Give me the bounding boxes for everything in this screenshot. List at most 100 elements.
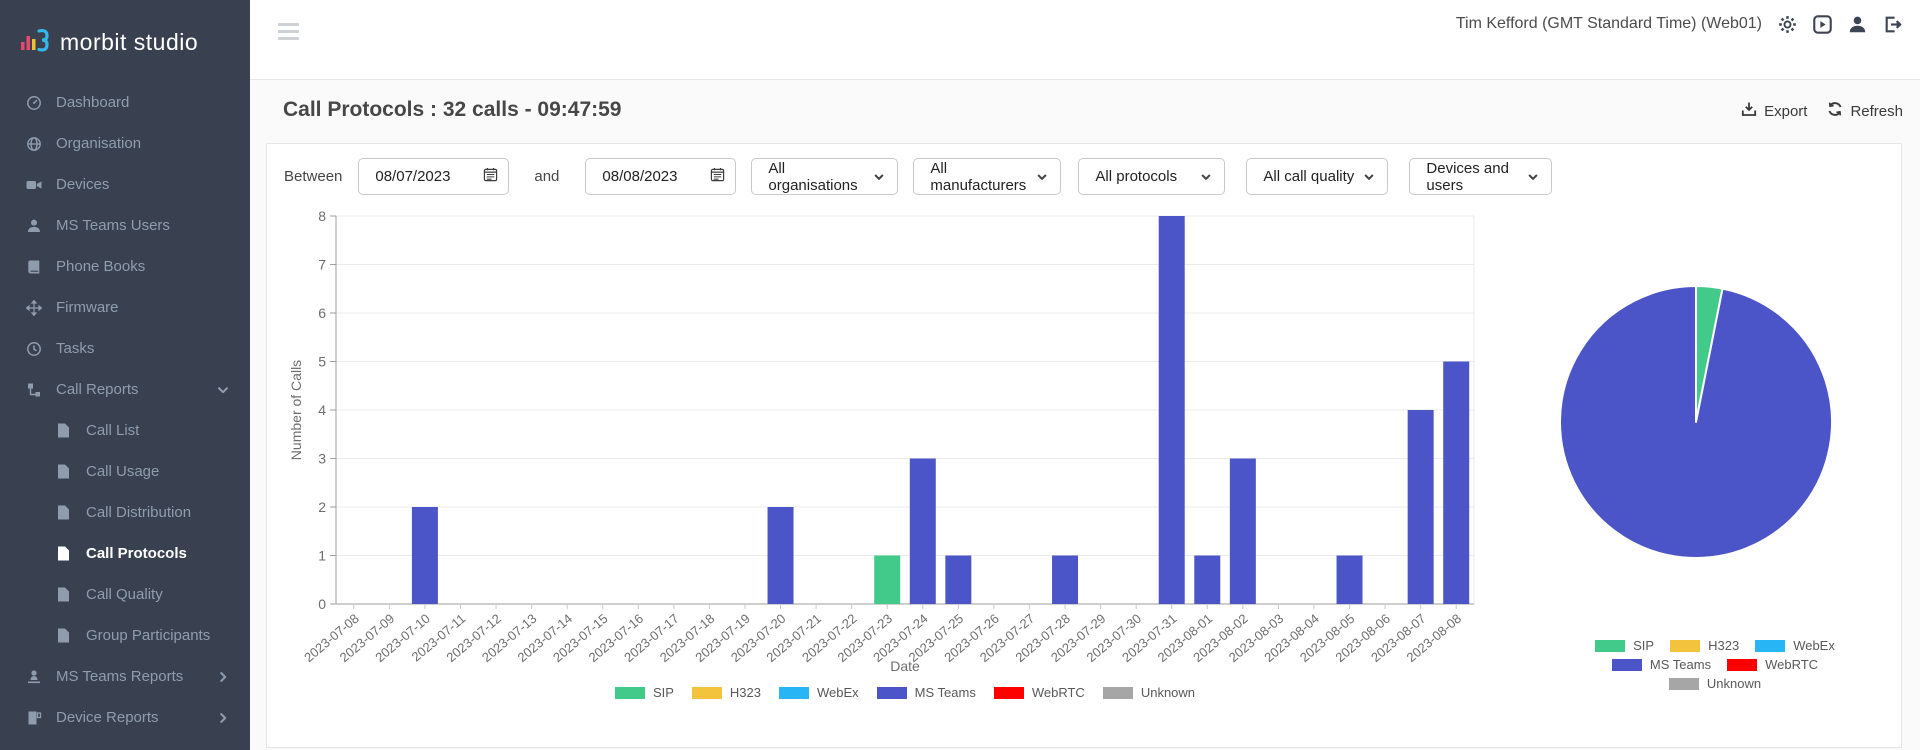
y-tick-label: 0 bbox=[318, 596, 326, 612]
between-label: Between bbox=[284, 168, 343, 185]
legend-item-webex[interactable]: WebEx bbox=[1755, 638, 1835, 653]
legend-label: H323 bbox=[729, 685, 761, 700]
export-button[interactable]: Export bbox=[1741, 101, 1807, 121]
refresh-icon bbox=[1827, 101, 1843, 121]
bar-ms-teams[interactable] bbox=[1443, 361, 1470, 605]
bar-ms-teams[interactable] bbox=[1158, 216, 1185, 604]
bar-ms-teams[interactable] bbox=[1336, 555, 1363, 605]
calendar-icon[interactable] bbox=[710, 167, 725, 187]
organisations-select[interactable]: All organisations bbox=[751, 158, 899, 195]
end-date-input[interactable] bbox=[600, 167, 711, 186]
legend-swatch bbox=[614, 686, 645, 699]
bar-ms-teams[interactable] bbox=[1194, 555, 1221, 605]
sidebar-item-call-reports[interactable]: Call Reports bbox=[0, 369, 250, 410]
file-icon bbox=[55, 545, 72, 562]
call-quality-select[interactable]: All call quality bbox=[1246, 158, 1389, 195]
hamburger-menu-icon[interactable] bbox=[278, 23, 299, 44]
filter-bar: Between and All organisations bbox=[284, 158, 1553, 195]
sidebar-item-dashboard[interactable]: Dashboard bbox=[0, 82, 250, 123]
legend-swatch bbox=[876, 686, 907, 699]
bar-ms-teams[interactable] bbox=[1407, 410, 1434, 604]
bar-ms-teams[interactable] bbox=[411, 507, 438, 604]
refresh-label: Refresh bbox=[1850, 102, 1903, 120]
firmware-arrows-icon bbox=[25, 299, 42, 316]
legend-label: WebRTC bbox=[1765, 657, 1819, 672]
legend-item-webrtc[interactable]: WebRTC bbox=[1727, 657, 1818, 672]
sidebar-item-devices[interactable]: Devices bbox=[0, 164, 250, 205]
start-date-input[interactable] bbox=[373, 167, 484, 186]
pie-slice-ms-teams[interactable] bbox=[1559, 285, 1833, 559]
legend-item-webex[interactable]: WebEx bbox=[779, 685, 859, 700]
select-value: All call quality bbox=[1263, 168, 1355, 185]
legend-label: WebEx bbox=[1793, 638, 1835, 653]
user-report-icon bbox=[25, 668, 42, 685]
refresh-button[interactable]: Refresh bbox=[1827, 101, 1903, 121]
brand-logo[interactable]: morbit studio bbox=[0, 0, 250, 62]
user-name-label: Tim Kefford (GMT Standard Time) (Web01) bbox=[1455, 15, 1762, 32]
manufacturers-select[interactable]: All manufacturers bbox=[913, 158, 1062, 195]
y-axis-title: Number of Calls bbox=[288, 360, 304, 460]
start-date-field[interactable] bbox=[358, 158, 510, 195]
bar-ms-teams[interactable] bbox=[1229, 458, 1256, 605]
logout-icon[interactable] bbox=[1883, 15, 1902, 34]
end-date-field[interactable] bbox=[585, 158, 737, 195]
legend-label: WebRTC bbox=[1031, 685, 1085, 700]
brand-name: morbit studio bbox=[60, 28, 199, 55]
gear-icon[interactable] bbox=[1778, 15, 1797, 34]
sidebar-item-tasks[interactable]: Tasks bbox=[0, 328, 250, 369]
bar-ms-teams[interactable] bbox=[909, 458, 936, 605]
sidebar-item-device-reports[interactable]: Device Reports bbox=[0, 697, 250, 738]
file-icon bbox=[55, 627, 72, 644]
legend-swatch bbox=[1668, 677, 1699, 690]
protocols-select[interactable]: All protocols bbox=[1078, 158, 1226, 195]
bar-sip[interactable] bbox=[874, 555, 901, 605]
legend-swatch bbox=[691, 686, 722, 699]
sidebar-item-label: Firmware bbox=[56, 299, 119, 316]
legend-label: WebEx bbox=[817, 685, 859, 700]
sidebar-item-phone-books[interactable]: Phone Books bbox=[0, 246, 250, 287]
topbar: Tim Kefford (GMT Standard Time) (Web01) bbox=[250, 0, 1920, 80]
book-icon bbox=[25, 258, 42, 275]
user-profile-icon[interactable] bbox=[1848, 15, 1867, 34]
legend-item-unknown[interactable]: Unknown bbox=[1102, 685, 1195, 700]
legend-item-sip[interactable]: SIP bbox=[1595, 638, 1654, 653]
legend-row: MS Teams WebRTC bbox=[1611, 657, 1818, 672]
sidebar-item-call-distribution[interactable]: Call Distribution bbox=[0, 492, 250, 533]
calendar-icon[interactable] bbox=[483, 167, 498, 187]
sidebar-item-firmware[interactable]: Firmware bbox=[0, 287, 250, 328]
sidebar-item-label: Call Quality bbox=[86, 586, 163, 603]
sidebar-item-ms-teams-users[interactable]: MS Teams Users bbox=[0, 205, 250, 246]
sidebar-item-label: Call Usage bbox=[86, 463, 160, 480]
sidebar-item-call-usage[interactable]: Call Usage bbox=[0, 451, 250, 492]
legend-item-h323[interactable]: H323 bbox=[1670, 638, 1739, 653]
sidebar-item-organisation[interactable]: Organisation bbox=[0, 123, 250, 164]
y-tick-label: 5 bbox=[318, 354, 326, 370]
bar-ms-teams[interactable] bbox=[767, 507, 794, 604]
sidebar-item-call-quality[interactable]: Call Quality bbox=[0, 574, 250, 615]
legend-swatch bbox=[779, 686, 809, 699]
legend-item-ms-teams[interactable]: MS Teams bbox=[1611, 657, 1711, 672]
sidebar-item-call-list[interactable]: Call List bbox=[0, 410, 250, 451]
select-value: Devices and users bbox=[1426, 159, 1509, 194]
sidebar-item-group-participants[interactable]: Group Participants bbox=[0, 615, 250, 656]
legend-item-unknown[interactable]: Unknown bbox=[1668, 676, 1761, 691]
bar-chart-legend: SIP H323 WebEx MS Teams WebRTC Unknown bbox=[336, 685, 1474, 700]
legend-item-webrtc[interactable]: WebRTC bbox=[993, 685, 1085, 700]
devices-users-select[interactable]: Devices and users bbox=[1409, 158, 1553, 195]
bar-ms-teams[interactable] bbox=[945, 555, 972, 605]
export-icon bbox=[1741, 101, 1757, 121]
file-icon bbox=[55, 504, 72, 521]
sidebar-item-call-protocols[interactable]: Call Protocols bbox=[0, 533, 250, 574]
file-icon bbox=[55, 586, 72, 603]
legend-item-ms-teams[interactable]: MS Teams bbox=[876, 685, 976, 700]
video-player-icon[interactable] bbox=[1813, 14, 1832, 34]
and-label: and bbox=[534, 168, 560, 185]
legend-label: MS Teams bbox=[914, 685, 976, 700]
legend-item-h323[interactable]: H323 bbox=[691, 685, 761, 700]
page-title: Call Protocols : 32 calls - 09:47:59 bbox=[283, 98, 622, 121]
file-icon bbox=[55, 463, 72, 480]
sidebar-item-ms-teams-reports[interactable]: MS Teams Reports bbox=[0, 656, 250, 697]
legend-item-sip[interactable]: SIP bbox=[614, 685, 674, 700]
bar-ms-teams[interactable] bbox=[1052, 555, 1079, 605]
